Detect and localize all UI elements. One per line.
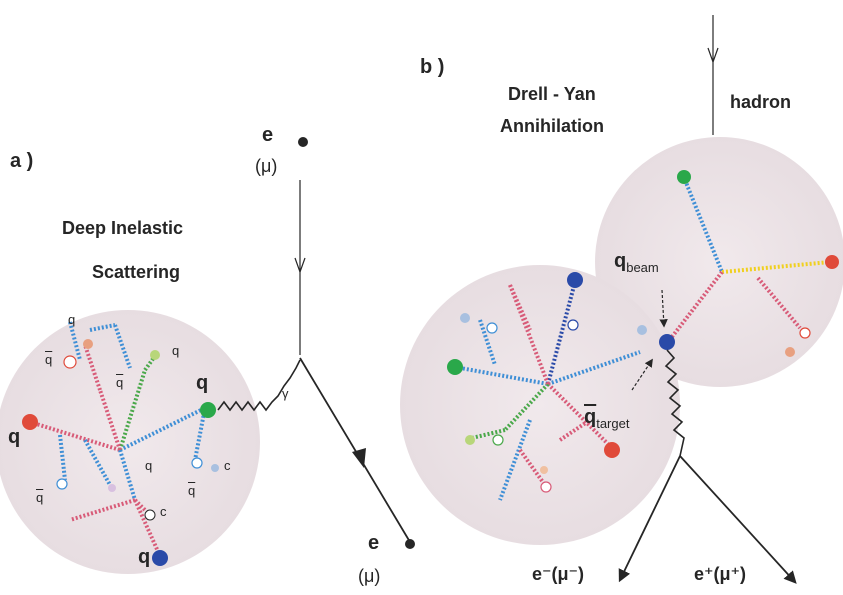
out-right-label: e⁺(μ⁺)	[694, 564, 747, 584]
photon-line	[217, 359, 301, 412]
parton-label-1: q	[172, 343, 180, 358]
parton-label-4: q	[8, 426, 21, 448]
dy-title-line2: Annihilation	[500, 116, 604, 136]
out-lepton-right	[679, 455, 797, 584]
incoming-lepton-label: e	[262, 124, 274, 146]
q-target-sub: target	[596, 416, 630, 431]
parton-label-2: q	[45, 352, 53, 367]
partons-a	[22, 339, 219, 566]
parton-label-5: q	[145, 458, 153, 473]
parton-label-10: q	[138, 546, 151, 568]
parton-label-7: c	[224, 458, 231, 473]
hadron-arrow	[707, 47, 719, 64]
out-left-label: e⁻(μ⁻)	[532, 564, 585, 584]
annihilation-vertex	[659, 334, 675, 350]
q-beam-main: q	[614, 250, 627, 272]
parton-label-6: q	[188, 483, 196, 498]
outgoing-lepton-alt: (μ)	[358, 566, 381, 586]
drell-yan-panel	[400, 15, 843, 584]
target-hadron-blob	[400, 265, 680, 545]
incoming-lepton-alt: (μ)	[255, 156, 278, 176]
parton-label-3: q	[116, 375, 124, 390]
outgoing-lepton-line	[299, 357, 411, 543]
q-beam-label: qbeam	[614, 250, 659, 275]
incoming-lepton-dot	[298, 137, 308, 147]
outgoing-lepton-dot	[405, 539, 415, 549]
dy-title-line1: Drell - Yan	[508, 84, 596, 104]
dis-title-line1: Deep Inelastic	[62, 218, 184, 238]
panel-a-label: a )	[10, 150, 34, 172]
out-lepton-left	[618, 455, 681, 583]
q-beam-sub: beam	[626, 260, 659, 275]
parton-label-8: c	[160, 504, 167, 519]
q-target-main: q	[584, 406, 597, 428]
partons-beam	[677, 170, 839, 357]
parton-tree-a	[29, 321, 207, 557]
q-target-label: qtarget	[584, 406, 629, 431]
virtual-photon-b	[664, 349, 685, 457]
photon-label: γ	[282, 386, 289, 401]
panel-b-label: b )	[420, 56, 445, 78]
parton-label-0: q	[68, 312, 76, 327]
dis-panel	[0, 137, 415, 574]
partons-target	[447, 272, 647, 493]
parton-tree-target	[454, 281, 641, 501]
parton-tree-beam	[666, 179, 831, 344]
parton-label-9: q	[36, 490, 44, 505]
outgoing-lepton-label: e	[368, 532, 380, 554]
dis-title-line2: Scattering	[92, 262, 181, 282]
q-beam-arrow	[659, 289, 668, 328]
outgoing-lepton-arrow	[352, 448, 366, 468]
nucleon-blob-a	[0, 310, 260, 574]
hadron-label: hadron	[730, 92, 791, 112]
struck-quark-label: q	[196, 372, 209, 394]
q-target-arrow	[631, 358, 653, 391]
incoming-lepton-arrow	[294, 257, 306, 274]
